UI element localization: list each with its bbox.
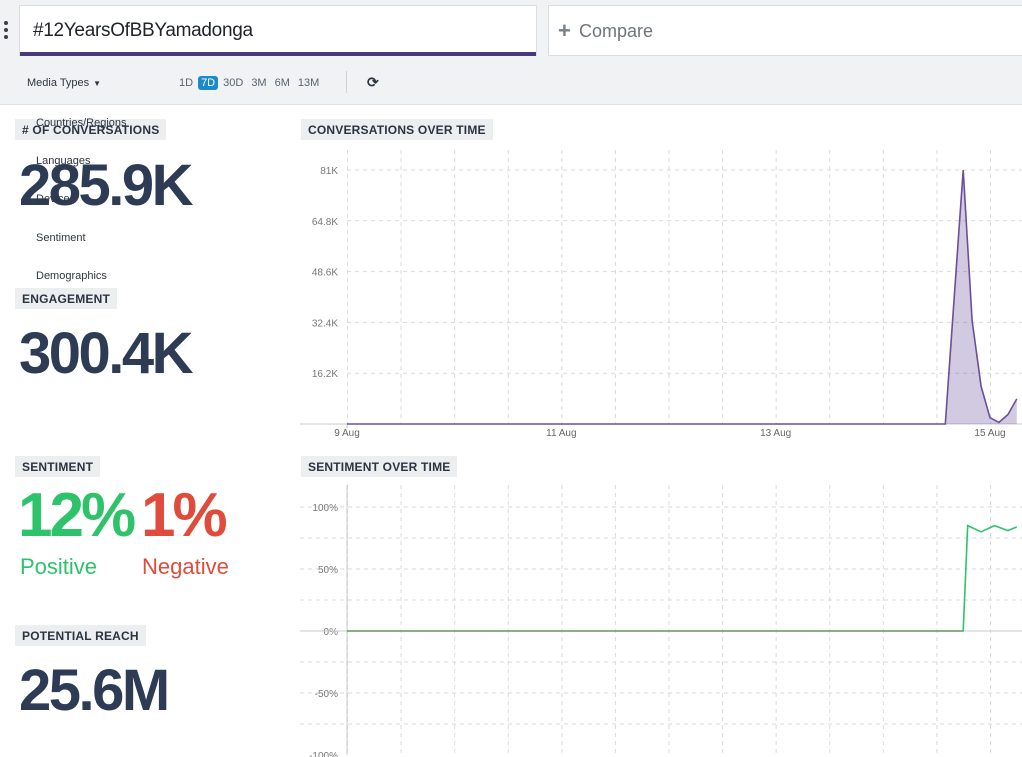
conversations-value: 285.9K <box>19 153 194 218</box>
range-selector: 1D 7D 30D 3M 6M 13M <box>176 76 324 90</box>
media-types-dropdown[interactable]: Media Types ▼ <box>27 77 101 89</box>
divider <box>346 71 347 93</box>
dropdown-item-sentiment[interactable]: Sentiment <box>36 232 86 244</box>
negative-label: Negative <box>142 554 229 579</box>
y-tick-label: 48.6K <box>312 268 338 279</box>
y-tick-label: 50% <box>318 565 338 576</box>
search-query: #12YearsOfBBYamadonga <box>33 20 253 41</box>
refresh-icon[interactable]: ⟳ <box>367 74 379 90</box>
search-underline <box>20 52 536 56</box>
positive-value: 12% <box>18 481 136 550</box>
dropdown-item-demographics[interactable]: Demographics <box>36 270 107 282</box>
y-tick-label: 16.2K <box>312 369 338 380</box>
plus-icon: + <box>558 18 571 43</box>
media-types-label: Media Types <box>27 77 90 89</box>
caret-down-icon: ▼ <box>93 79 102 88</box>
engagement-label: ENGAGEMENT <box>15 288 118 309</box>
x-tick-label: 11 Aug <box>546 428 576 439</box>
conversations-chart: 16.2K 32.4K 48.6K 64.8K 81K 9 Aug 11 Aug 13 Aug… <box>300 150 1022 439</box>
compare-input[interactable]: + Compare <box>548 5 1022 56</box>
x-tick-label: 13 Aug <box>760 428 791 439</box>
positive-label: Positive <box>20 554 98 579</box>
range-7d[interactable]: 7D <box>198 76 219 90</box>
x-tick-label: 15 Aug <box>974 428 1005 439</box>
range-3m[interactable]: 3M <box>251 77 267 89</box>
sentiment-chart-title: SENTIMENT OVER TIME <box>301 456 458 477</box>
dropdown-item-languages[interactable]: Languages <box>36 155 91 167</box>
sentiment-label: SENTIMENT <box>15 456 101 477</box>
range-1d[interactable]: 1D <box>179 77 194 89</box>
y-tick-label: 100% <box>312 503 338 514</box>
dropdown-item-device[interactable]: Device <box>36 193 70 205</box>
kebab-menu-icon[interactable] <box>3 21 9 41</box>
conversations-label: # OF CONVERSATIONS <box>15 119 167 140</box>
y-tick-label: -50% <box>315 689 338 700</box>
compare-label: Compare <box>579 21 654 41</box>
engagement-value: 300.4K <box>19 321 194 386</box>
y-tick-label: 81K <box>320 166 338 177</box>
search-input[interactable]: #12YearsOfBBYamadonga <box>19 5 537 56</box>
range-6m[interactable]: 6M <box>274 77 290 89</box>
y-tick-label: 0% <box>324 627 339 638</box>
range-30d[interactable]: 30D <box>223 77 244 89</box>
negative-value: 1% <box>141 481 228 550</box>
conversations-chart-title: CONVERSATIONS OVER TIME <box>301 119 493 140</box>
dropdown-item-countries[interactable]: Countries/Regions <box>36 117 127 129</box>
y-tick-label: 32.4K <box>312 318 338 329</box>
sentiment-line <box>347 524 1018 632</box>
range-13m[interactable]: 13M <box>297 77 320 89</box>
x-tick-label: 9 Aug <box>334 428 360 439</box>
reach-value: 25.6M <box>19 658 170 723</box>
y-tick-label: -100% <box>309 751 338 757</box>
conversations-area <box>347 170 1017 424</box>
y-tick-label: 64.8K <box>312 217 338 228</box>
sentiment-chart: 100% 50% 0% -50% -100% <box>300 485 1022 757</box>
filter-bar: Media Types ▼ 1D 7D 30D 3M 6M 13M ⟳ <box>0 60 1022 105</box>
reach-label: POTENTIAL REACH <box>15 625 146 646</box>
conversations-line <box>347 169 1018 425</box>
